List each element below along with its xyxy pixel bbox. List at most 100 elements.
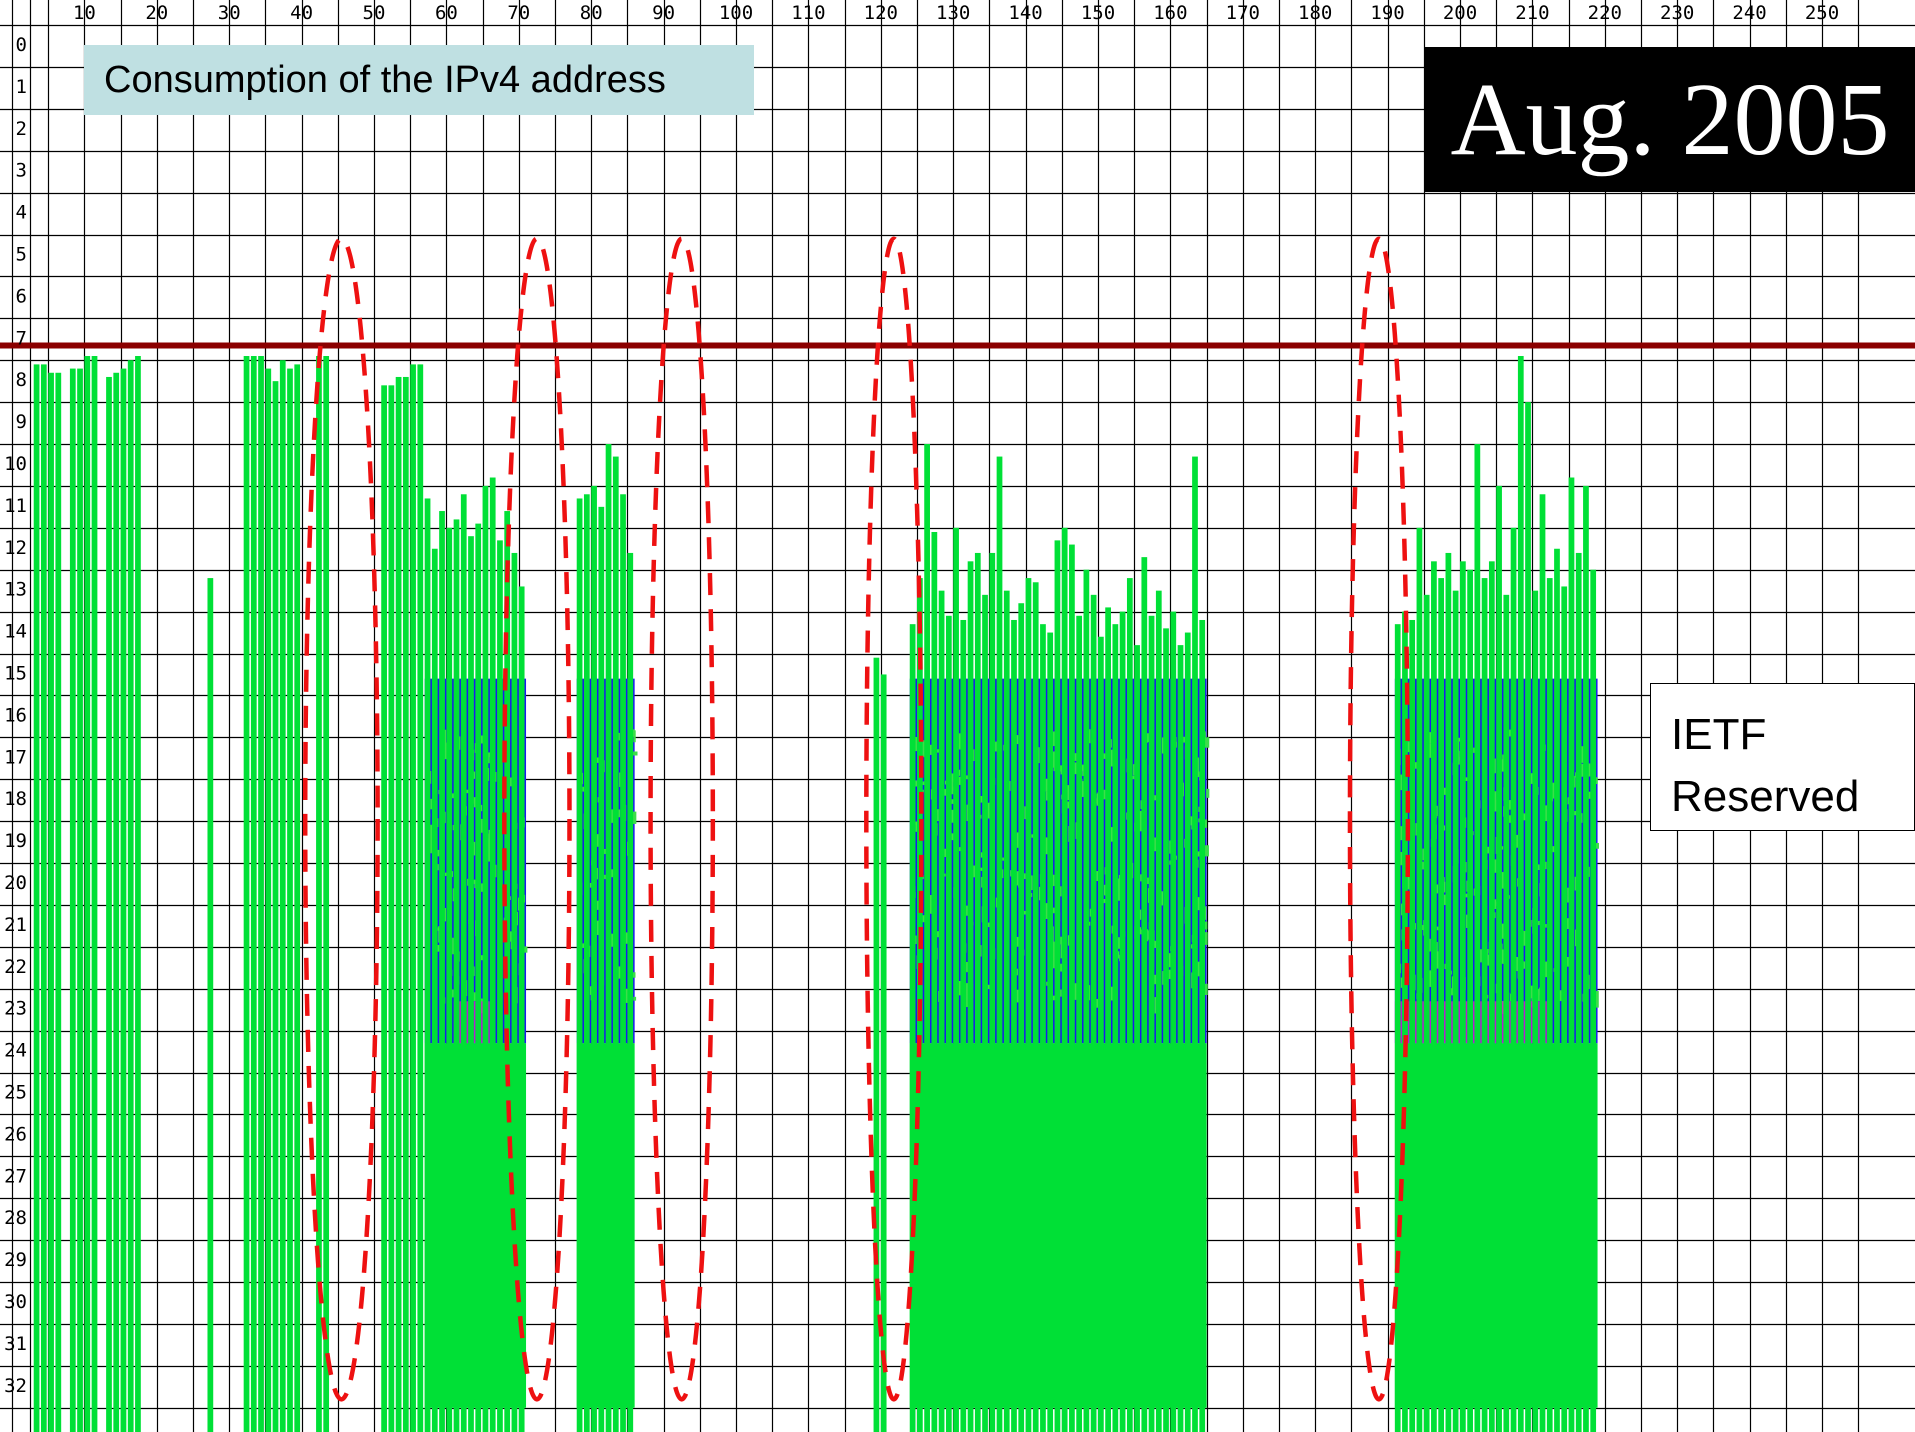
usage-speckle [1145, 733, 1150, 742]
allocation-column [453, 519, 460, 1432]
y-tick-label: 31 [4, 1333, 27, 1355]
y-tick-label: 22 [4, 956, 27, 978]
allocation-column [1452, 590, 1459, 1432]
allocation-column [1409, 619, 1416, 1432]
allocation-column [1445, 552, 1452, 1432]
usage-speckle [451, 989, 454, 998]
y-tick-label: 8 [16, 369, 27, 391]
usage-speckle [1493, 859, 1497, 873]
allocation-column [1503, 594, 1510, 1432]
date-badge-text: Aug. 2005 [1450, 62, 1890, 177]
usage-speckle [1458, 737, 1461, 742]
x-tick-label: 240 [1732, 2, 1766, 24]
allocation-column [989, 552, 996, 1432]
allocation-column [1170, 611, 1177, 1432]
usage-speckle [1051, 751, 1057, 768]
usage-speckle [1060, 936, 1063, 945]
allocation-column [1416, 527, 1423, 1432]
allocation-column [1119, 611, 1126, 1432]
usage-speckle [1152, 837, 1157, 852]
usage-speckle [1102, 898, 1107, 904]
y-tick-label: 23 [4, 998, 27, 1020]
x-tick-label: 90 [652, 2, 675, 24]
allocation-column [931, 531, 938, 1432]
allocation-column [55, 372, 62, 1432]
usage-speckle [1116, 941, 1122, 949]
usage-speckle [1521, 930, 1527, 946]
allocation-column [591, 485, 597, 1432]
chart-title: Consumption of the IPv4 address [84, 45, 754, 115]
usage-speckle [481, 883, 484, 892]
highlight-oval [1347, 236, 1411, 1402]
allocation-column [620, 494, 626, 1432]
usage-speckle [1074, 983, 1079, 1000]
allocation-column [1590, 569, 1597, 1432]
allocation-column [924, 444, 930, 1432]
y-tick-label: 30 [4, 1291, 27, 1313]
usage-speckle [1552, 782, 1555, 799]
usage-speckle [1074, 762, 1079, 775]
usage-speckle [1594, 842, 1599, 849]
usage-speckle [487, 846, 491, 862]
usage-speckle [1443, 787, 1447, 795]
usage-speckle [1530, 985, 1533, 999]
usage-speckle [1182, 736, 1186, 743]
y-tick-label: 18 [4, 788, 27, 810]
usage-speckle [480, 818, 483, 833]
usage-speckle [1051, 952, 1056, 969]
usage-speckle [480, 735, 484, 744]
usage-speckle [1138, 810, 1143, 821]
usage-speckle [1052, 731, 1056, 747]
x-tick-label: 200 [1443, 2, 1477, 24]
allocation-column [1141, 557, 1148, 1432]
usage-speckle [624, 997, 629, 1003]
x-tick-label: 60 [435, 2, 458, 24]
usage-speckle [1045, 903, 1050, 919]
usage-speckle [1428, 743, 1432, 758]
usage-speckle [1140, 874, 1143, 882]
allocation-column [1488, 561, 1495, 1432]
allocation-column [612, 456, 619, 1432]
allocation-column [402, 376, 409, 1432]
usage-speckle [429, 824, 433, 842]
usage-speckle [1493, 899, 1497, 909]
allocation-column [294, 364, 301, 1432]
usage-speckle [1016, 989, 1020, 1003]
allocation-column [1561, 586, 1568, 1432]
usage-speckle [915, 780, 919, 787]
allocation-column [272, 381, 279, 1432]
usage-speckle [1197, 897, 1201, 911]
usage-speckle [1204, 983, 1208, 996]
y-tick-label: 15 [4, 662, 27, 684]
allocation-column [1148, 615, 1155, 1432]
chart-data-layer [33, 356, 1599, 1432]
usage-speckle [1580, 746, 1585, 763]
usage-speckle [1565, 956, 1571, 967]
usage-speckle [951, 773, 954, 783]
allocation-column [1199, 619, 1206, 1432]
allocation-column [1076, 615, 1083, 1432]
x-tick-label: 180 [1298, 2, 1332, 24]
allocation-column [1467, 569, 1473, 1432]
allocation-column [1011, 619, 1017, 1432]
usage-speckle [1435, 961, 1440, 969]
y-tick-label: 32 [4, 1375, 27, 1397]
usage-speckle [1058, 765, 1064, 772]
usage-speckle [944, 848, 948, 857]
usage-speckle [633, 730, 636, 743]
usage-speckle [943, 788, 947, 796]
allocation-column [982, 594, 988, 1432]
allocation-column [1546, 578, 1553, 1432]
x-tick-label: 20 [145, 2, 168, 24]
allocation-column [1177, 645, 1184, 1432]
usage-speckle [1499, 872, 1505, 889]
usage-speckle [442, 742, 448, 760]
usage-speckle [1022, 910, 1027, 915]
usage-speckle [1406, 741, 1411, 753]
usage-speckle [929, 898, 933, 914]
allocation-column [381, 385, 387, 1432]
allocation-column [410, 364, 416, 1432]
allocation-column [265, 368, 272, 1432]
usage-speckle [921, 781, 926, 786]
allocation-column [1105, 607, 1111, 1432]
